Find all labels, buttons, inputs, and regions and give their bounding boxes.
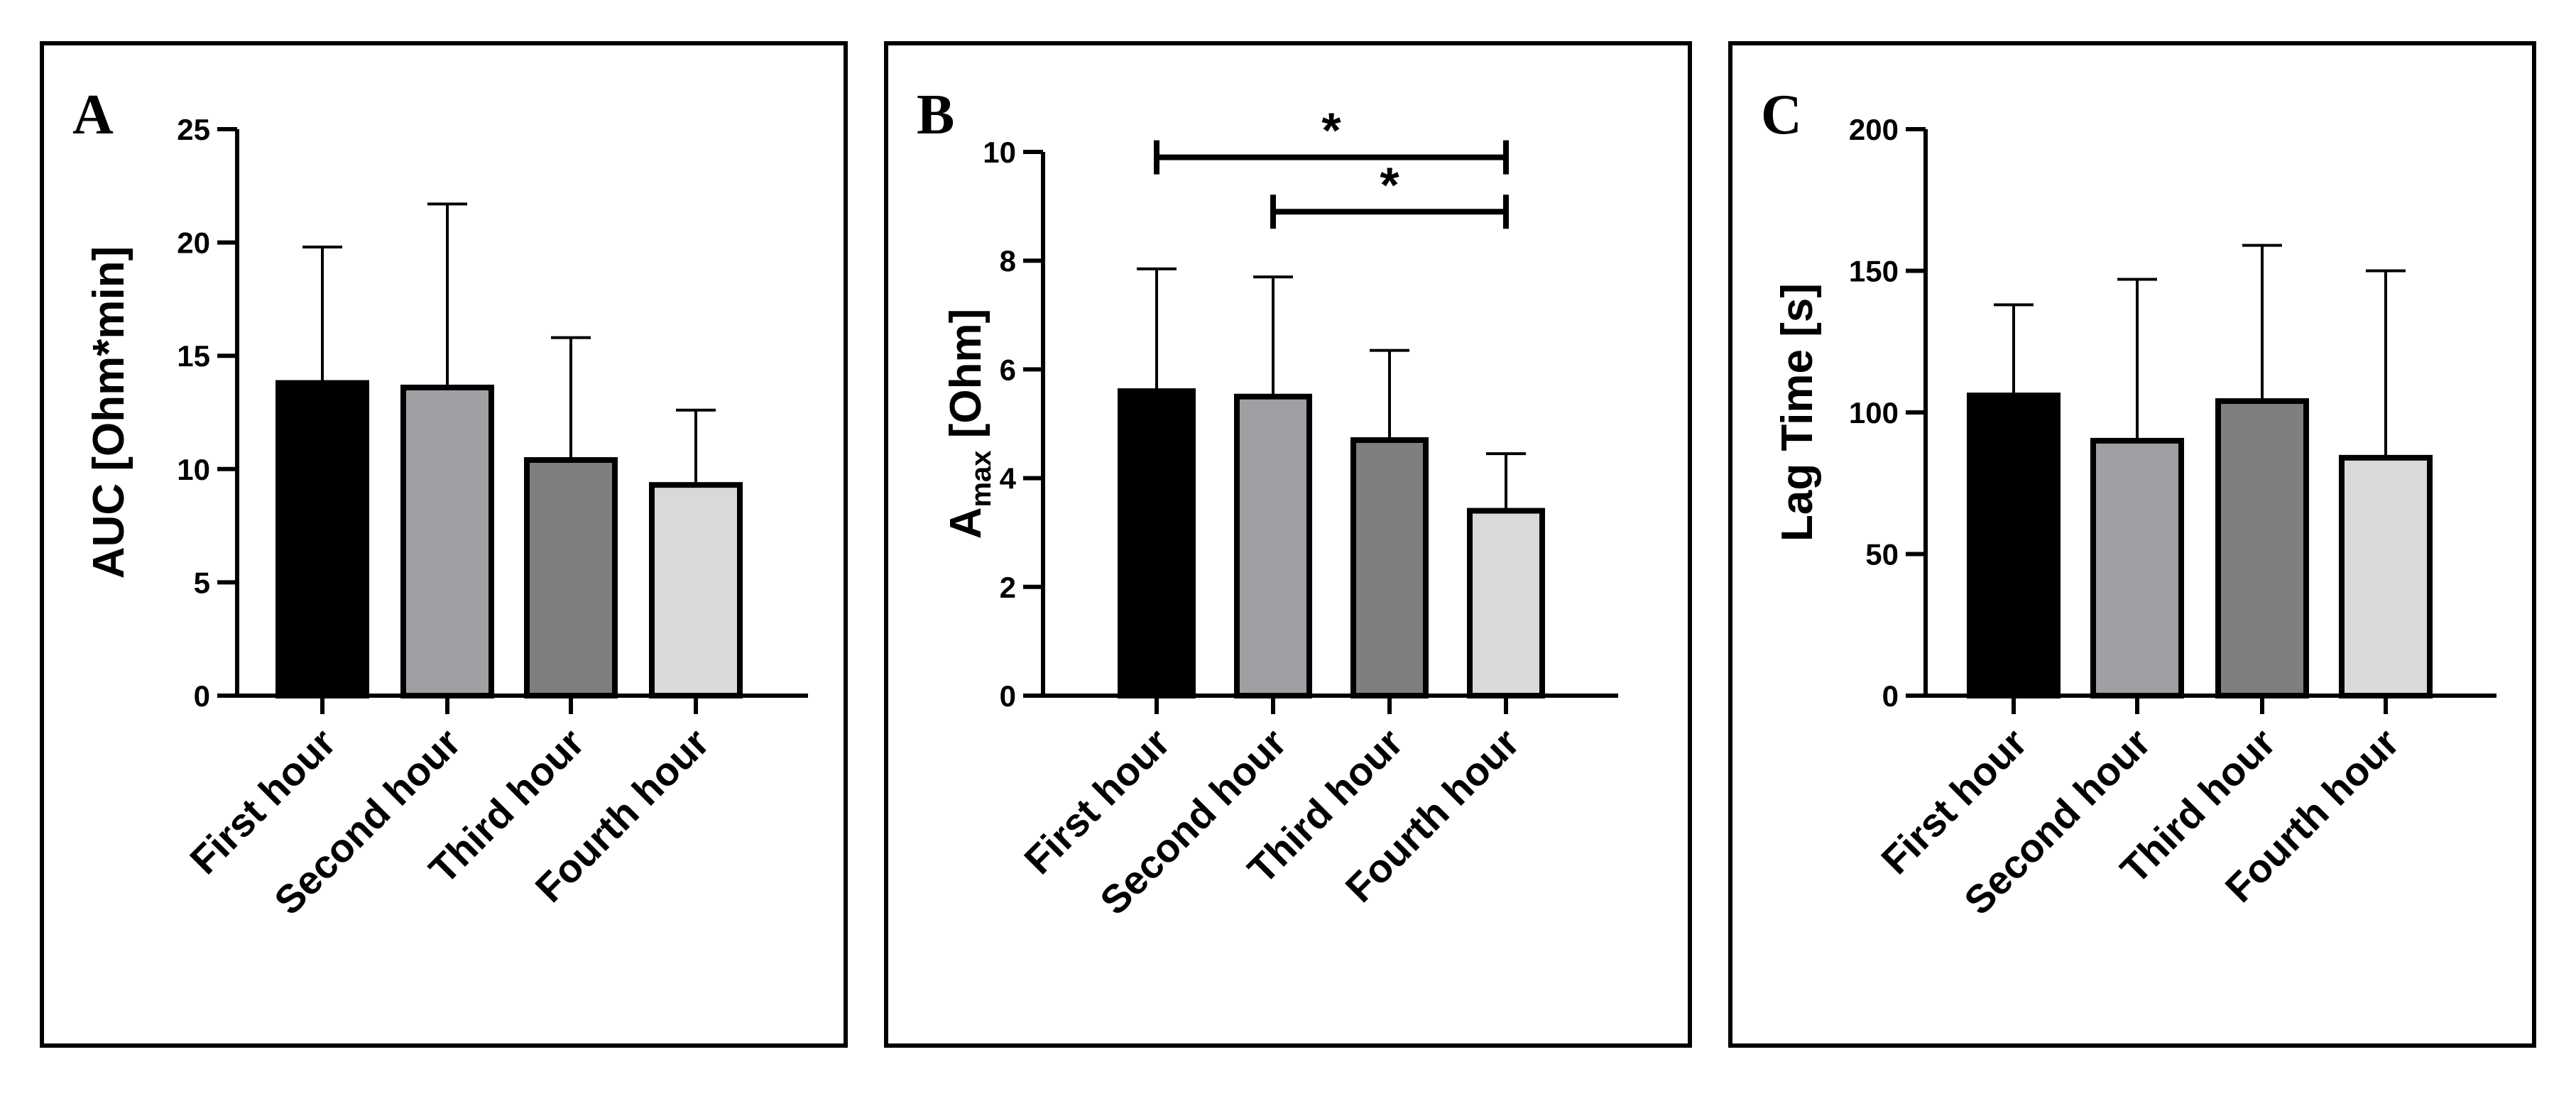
bar-b-1: [1234, 393, 1312, 698]
panel-c: C Lag Time [s] First hour Second hour Third …: [1728, 41, 2536, 1048]
bar-c-0: [1967, 393, 2061, 698]
y-tick-label-c-4: 200: [1849, 113, 1899, 146]
panel-letter-b: B: [917, 84, 954, 146]
y-tick-label-b-0: 0: [1000, 679, 1016, 713]
bar-a-1: [400, 384, 494, 698]
bar-a-0: [275, 380, 369, 698]
sig-star-b-0: *: [1321, 103, 1341, 158]
y-tick-label-a-2: 10: [177, 453, 210, 486]
y-tick-label-b-4: 8: [1000, 244, 1016, 278]
panel-b: B Amax [Ohm] First hour Second hour Third ho…: [884, 41, 1692, 1048]
y-tick-label-c-2: 100: [1849, 396, 1899, 429]
panel-letter-a: A: [72, 84, 114, 146]
bar-c-1: [2090, 437, 2184, 699]
bar-a-2: [524, 457, 618, 698]
y-tick-label-b-3: 6: [1000, 353, 1016, 386]
bar-b-3: [1467, 508, 1545, 698]
bar-c-3: [2339, 454, 2433, 699]
y-tick-label-b-5: 10: [983, 136, 1016, 169]
bar-c-2: [2215, 398, 2309, 698]
y-tick-label-a-5: 25: [177, 113, 210, 146]
y-tick-label-a-3: 15: [177, 339, 210, 373]
bar-b-2: [1350, 437, 1429, 698]
y-tick-label-c-0: 0: [1882, 679, 1899, 713]
y-tick-label-b-1: 2: [1000, 571, 1016, 604]
y-axis-label-b: Amax [Ohm]: [942, 309, 997, 539]
panel-letter-c: C: [1761, 84, 1802, 146]
y-tick-label-a-1: 5: [194, 566, 210, 599]
y-axis-label-a: AUC [Ohm*min]: [84, 246, 133, 579]
sig-star-b-1: *: [1380, 157, 1399, 212]
y-axis-label-c: Lag Time [s]: [1773, 283, 1822, 542]
panel-a: A AUC [Ohm*min] First hour Second hour Third…: [40, 41, 848, 1048]
bar-b-0: [1118, 388, 1196, 698]
y-tick-label-c-1: 50: [1865, 538, 1899, 571]
y-tick-label-a-4: 20: [177, 226, 210, 260]
y-tick-label-b-2: 4: [1000, 462, 1017, 495]
y-tick-label-a-0: 0: [194, 679, 210, 713]
y-tick-label-c-3: 150: [1849, 255, 1899, 288]
bar-a-3: [649, 482, 743, 698]
